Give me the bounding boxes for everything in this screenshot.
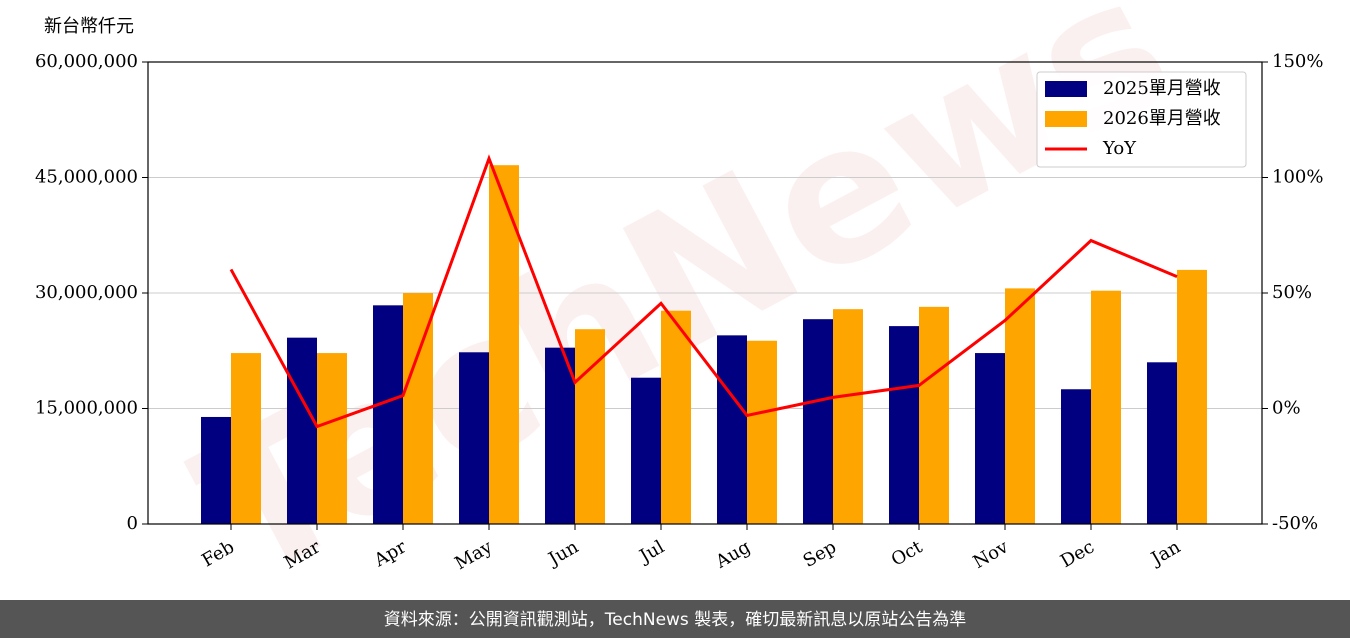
y-tick-label: 60,000,000 [35, 51, 138, 72]
legend-label: 2026單月營收 [1103, 108, 1221, 129]
bar [919, 306, 949, 524]
y2-tick-label: -50% [1272, 513, 1318, 534]
bar [747, 340, 777, 524]
y-tick-label: 45,000,000 [35, 167, 138, 188]
plot-frame [147, 61, 1263, 525]
bar [1061, 389, 1091, 524]
source-note: 資料來源：公開資訊觀測站，TechNews 製表，確切最新訊息以原站公告為準 [384, 610, 966, 630]
legend-swatch [1045, 111, 1087, 127]
bar [1147, 362, 1177, 524]
bar [661, 310, 691, 524]
x-tick-label: Oct [888, 536, 927, 571]
bar [1005, 288, 1035, 524]
bar [317, 353, 347, 524]
x-tick-label: Sep [800, 536, 840, 571]
legend-box [1036, 71, 1247, 168]
bar [545, 347, 575, 524]
unit-label: 新台幣仟元 [44, 16, 134, 37]
y2-tick-label: 150% [1272, 51, 1323, 72]
bar [717, 335, 747, 524]
x-tick-label: Jun [543, 536, 582, 571]
legend-label: YoY [1102, 138, 1137, 159]
bar [1091, 290, 1121, 524]
y2-tick-label: 50% [1272, 282, 1312, 303]
y2-tick-label: 100% [1272, 167, 1323, 188]
bar [459, 352, 489, 524]
x-tick-label: Jan [1146, 536, 1184, 570]
legend-swatch [1045, 81, 1087, 97]
bar [1177, 269, 1207, 524]
legend-label: 2025單月營收 [1103, 78, 1221, 99]
y2-tick-label: 0% [1272, 398, 1301, 419]
bar [631, 377, 661, 524]
y-tick-label: 0 [127, 513, 138, 534]
bar [803, 319, 833, 524]
y-tick-label: 15,000,000 [35, 398, 138, 419]
bar [201, 416, 231, 524]
bar [287, 337, 317, 524]
bar [373, 305, 403, 524]
bar [889, 326, 919, 524]
bar [231, 353, 261, 524]
bar [575, 329, 605, 524]
footer [0, 600, 1350, 638]
bar [833, 309, 863, 524]
y-tick-label: 30,000,000 [35, 282, 138, 303]
x-tick-label: May [451, 536, 496, 574]
x-tick-label: Dec [1057, 536, 1098, 572]
x-tick-label: Jul [634, 536, 668, 568]
bar [403, 293, 433, 524]
x-tick-label: Nov [970, 536, 1013, 573]
bar [975, 353, 1005, 524]
yoy-line [229, 154, 1178, 429]
x-tick-label: Aug [711, 536, 754, 573]
bar [489, 165, 519, 524]
